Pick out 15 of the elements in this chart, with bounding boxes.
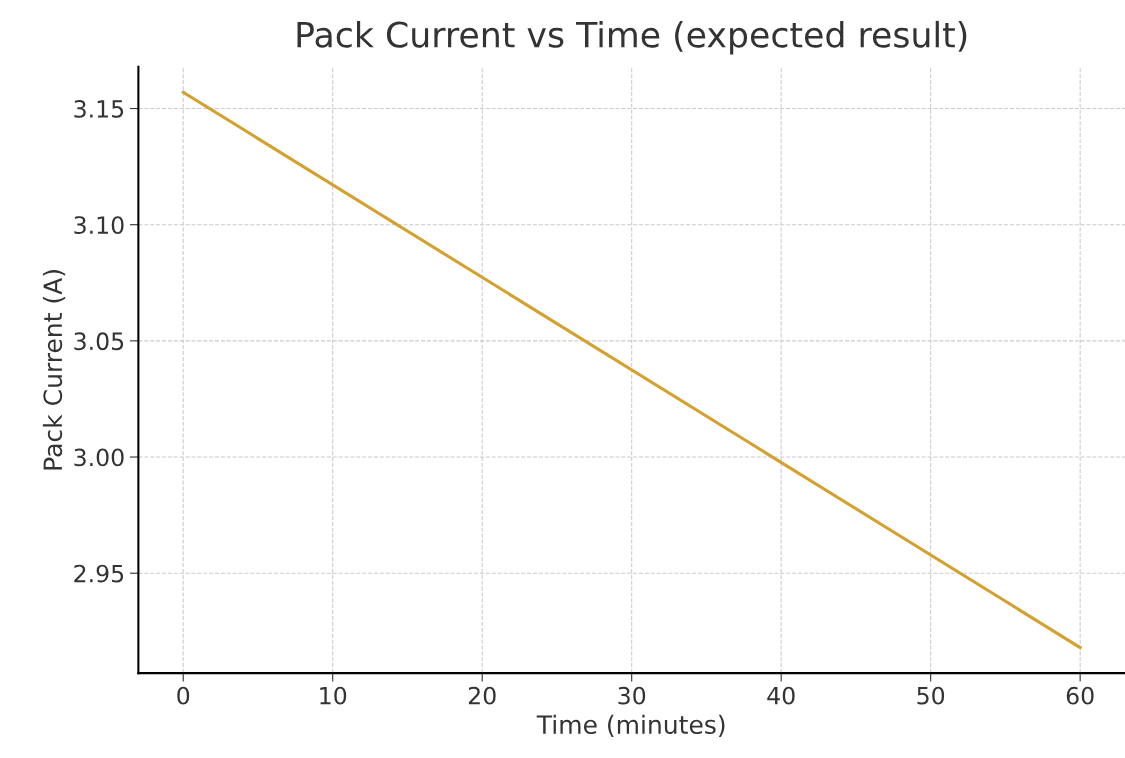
y-tick-label: 3.05: [74, 332, 124, 351]
x-tick-label: 10: [320, 686, 347, 705]
y-tick-label: 3.15: [74, 99, 124, 118]
chart-title: Pack Current vs Time (expected result): [297, 20, 967, 55]
y-tick-label: 2.95: [74, 564, 124, 583]
x-tick-label: 20: [468, 686, 496, 705]
x-tick-label: 30: [618, 686, 646, 705]
x-tick-label: 50: [917, 686, 945, 705]
x-tick-label: 0: [177, 686, 190, 705]
y-tick-label: 3.10: [74, 216, 124, 234]
x-axis-title: Time (minutes): [536, 714, 725, 737]
x-tick-label: 60: [1066, 686, 1094, 705]
y-axis-title: Pack Current (A): [42, 270, 66, 470]
y-tick-label: 3.00: [74, 448, 124, 467]
x-tick-label: 40: [767, 686, 795, 705]
